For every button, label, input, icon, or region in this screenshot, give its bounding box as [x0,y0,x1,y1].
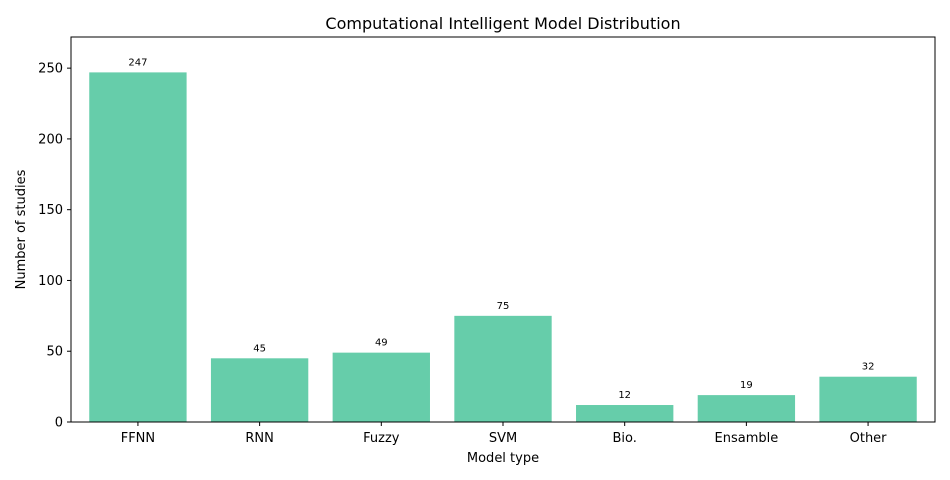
y-tick-label: 50 [46,345,63,360]
data-label: 12 [618,390,631,401]
data-label: 247 [128,57,147,68]
bar-other [819,376,917,422]
y-tick-label: 100 [38,274,63,289]
y-axis-label: Number of studies [14,169,29,289]
chart-title: Computational Intelligent Model Distribu… [325,14,680,33]
x-axis: FFNN RNN Fuzzy SVM Bio. Ensamble Other [121,422,887,446]
data-label: 45 [253,343,266,354]
bar-svm [454,315,552,422]
data-label: 49 [375,338,388,349]
x-tick-label: FFNN [121,431,155,446]
x-axis-label: Model type [467,451,539,466]
x-tick-label: Other [850,431,888,446]
x-tick-label: RNN [245,431,273,446]
bar-fuzzy [332,352,430,422]
y-tick-label: 150 [38,203,63,218]
y-tick-label: 250 [38,62,63,77]
y-tick-label: 200 [38,132,63,147]
x-tick-label: Fuzzy [363,431,400,446]
y-axis: 0 50 100 150 200 250 [38,62,71,431]
bar-ffnn [89,72,187,422]
bar-ensamble [697,395,796,422]
plot-frame [70,36,936,423]
data-label: 75 [497,301,510,312]
bar-bio [576,405,674,422]
data-label: 32 [862,362,875,373]
bars-group: 247 45 49 75 12 19 32 [89,57,917,422]
bar-rnn [210,358,309,422]
data-label: 19 [740,380,753,391]
x-tick-label: Bio. [612,431,636,446]
x-tick-label: SVM [489,431,517,446]
x-tick-label: Ensamble [715,431,779,446]
y-tick-label: 0 [55,416,63,431]
